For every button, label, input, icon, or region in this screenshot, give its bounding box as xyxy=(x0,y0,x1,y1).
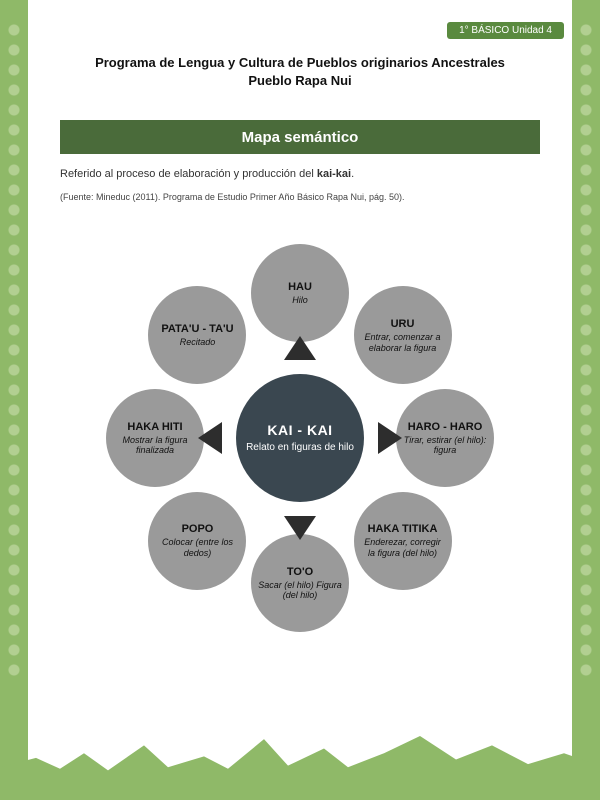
title-line-2: Pueblo Rapa Nui xyxy=(40,72,560,90)
node-term: POPO xyxy=(182,523,214,535)
node-gloss: Mostrar la figura finalizada xyxy=(112,435,198,456)
arrow-right-icon xyxy=(378,422,402,454)
center-node: KAI - KAI Relato en figuras de hilo xyxy=(236,374,364,502)
arrow-left-icon xyxy=(198,422,222,454)
intro-keyword: kai-kai xyxy=(317,168,351,180)
node-term: TO'O xyxy=(287,566,313,578)
unit-tag: 1° BÁSICO Unidad 4 xyxy=(447,22,564,39)
concept-node: PATA'U - TA'U Recitado xyxy=(148,286,246,384)
concept-node: HAU Hilo xyxy=(251,244,349,342)
node-gloss: Colocar (entre los dedos) xyxy=(154,537,240,558)
node-term: HAKA TITIKA xyxy=(368,523,438,535)
concept-node: HAKA HITI Mostrar la figura finalizada xyxy=(106,389,204,487)
concept-node: HARO - HARO Tirar, estirar (el hilo): fig… xyxy=(396,389,494,487)
intro-suffix: . xyxy=(351,168,354,180)
concept-node: HAKA TITIKA Enderezar, corregir la figura… xyxy=(354,492,452,590)
node-gloss: Sacar (el hilo) Figura (del hilo) xyxy=(257,580,343,601)
source-citation: (Fuente: Mineduc (2011). Programa de Est… xyxy=(60,192,540,202)
node-gloss: Tirar, estirar (el hilo): figura xyxy=(402,435,488,456)
title-line-1: Programa de Lengua y Cultura de Pueblos … xyxy=(40,54,560,72)
node-term: URU xyxy=(391,318,415,330)
intro-text: Referido al proceso de elaboración y pro… xyxy=(60,168,540,180)
node-term: HARO - HARO xyxy=(408,421,483,433)
node-term: HAU xyxy=(288,281,312,293)
arrow-down-icon xyxy=(284,516,316,540)
center-gloss: Relato en figuras de hilo xyxy=(246,442,354,454)
concept-node: URU Entrar, comenzar a elaborar la figura xyxy=(354,286,452,384)
page-title: Programa de Lengua y Cultura de Pueblos … xyxy=(40,54,560,89)
node-term: PATA'U - TA'U xyxy=(161,323,233,335)
node-gloss: Hilo xyxy=(292,295,308,305)
concept-node: TO'O Sacar (el hilo) Figura (del hilo) xyxy=(251,534,349,632)
concept-node: POPO Colocar (entre los dedos) xyxy=(148,492,246,590)
semantic-map-diagram: KAI - KAI Relato en figuras de hilo HAUH… xyxy=(0,238,600,638)
intro-prefix: Referido al proceso de elaboración y pro… xyxy=(60,168,317,180)
center-term: KAI - KAI xyxy=(267,422,332,438)
node-gloss: Recitado xyxy=(180,337,216,347)
section-banner: Mapa semántico xyxy=(60,120,540,154)
footer-silhouette xyxy=(0,722,600,800)
node-gloss: Enderezar, corregir la figura (del hilo) xyxy=(360,537,446,558)
node-term: HAKA HITI xyxy=(127,421,182,433)
arrow-up-icon xyxy=(284,336,316,360)
node-gloss: Entrar, comenzar a elaborar la figura xyxy=(360,332,446,353)
